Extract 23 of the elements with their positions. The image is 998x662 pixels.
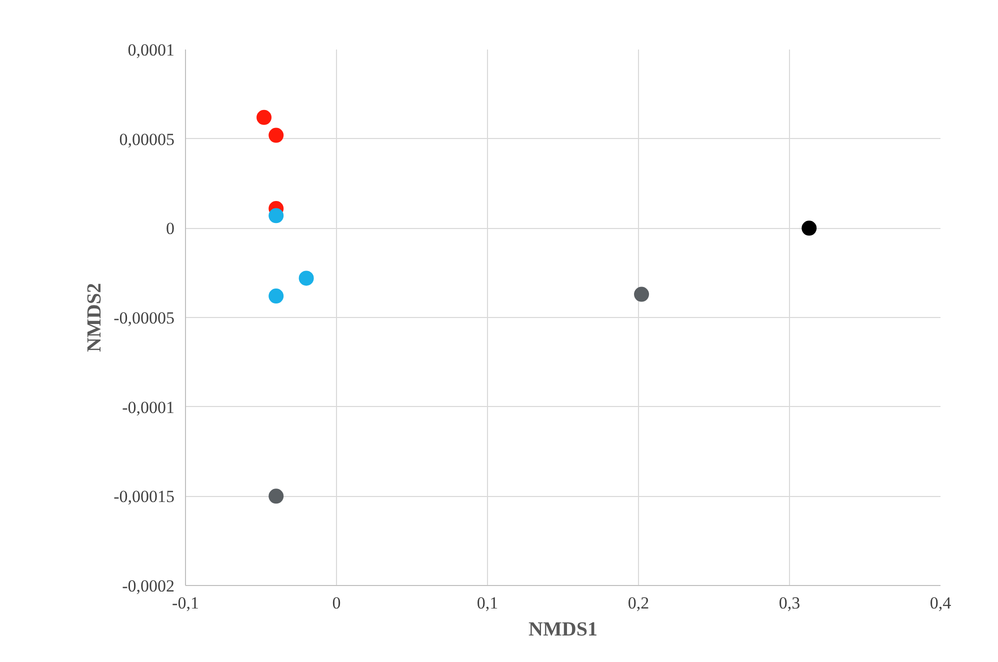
x-axis-title: NMDS1 — [528, 618, 598, 640]
x-tick-label: 0,1 — [476, 594, 498, 612]
point — [268, 288, 284, 304]
y-tick-label: -0,00005 — [114, 308, 175, 328]
point — [268, 128, 284, 143]
x-tick-label: -0,1 — [172, 594, 199, 612]
point — [634, 286, 650, 302]
y-axis-title: NMDS2 — [84, 283, 106, 352]
y-tick-label: -0,0002 — [122, 576, 175, 596]
y-tick-label: 0,0001 — [128, 40, 174, 60]
y-tick-label: 0 — [166, 219, 174, 238]
x-tick-label: 0,3 — [778, 594, 800, 612]
x-tick-label: 0,4 — [930, 594, 952, 612]
point — [802, 220, 817, 236]
y-tick-label: -0,0001 — [122, 398, 175, 417]
y-tick-label: 0,00005 — [119, 130, 174, 149]
point — [298, 270, 314, 286]
y-tick-label: -0,00015 — [114, 487, 175, 506]
point — [256, 110, 272, 125]
point — [268, 208, 284, 224]
point — [268, 488, 284, 504]
x-tick-label: 0 — [332, 594, 341, 612]
x-tick-label: 0,2 — [628, 594, 650, 612]
